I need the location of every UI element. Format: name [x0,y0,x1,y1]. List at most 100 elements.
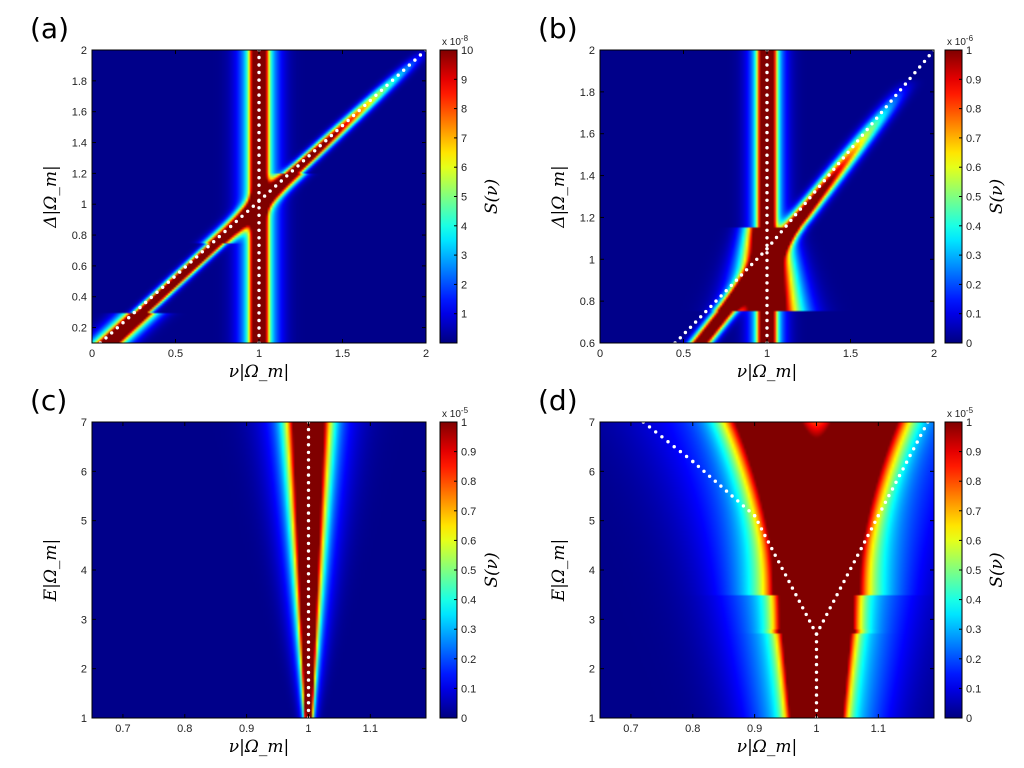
series-dot [873,520,877,524]
series-dot [713,479,717,483]
series-dot [257,100,261,105]
series-lower-branch [641,420,819,720]
series-dot [913,71,917,75]
series-dot [257,108,261,112]
series-dot [814,685,819,690]
series-dot [918,65,922,69]
series-dot [814,632,819,636]
series-dot [835,593,839,597]
series-dot [351,113,356,118]
colorbar-tick-label: 0.2 [966,279,981,291]
series-dot [257,258,261,263]
series-dot [407,63,411,67]
colorbar-tick-label: 4 [461,221,467,233]
series-dot [257,78,261,82]
series-dot [765,153,769,157]
series-dot [719,294,723,298]
series-dot [898,88,903,92]
y-tick-label: 2 [589,45,595,57]
series-dot [127,316,131,320]
series-dot [901,467,905,471]
panel-c: (c) 0.7 0.8 0.9 1 1.1 1 2 3 4 5 6 7 ν|Ω_m| E|Ω_m| 0 0.1 0… [30,384,502,757]
colorbar-tick-label: 0.7 [461,506,476,518]
series-dot [693,320,698,324]
series-dot [750,262,754,267]
series-dot [251,204,255,208]
series-dot [803,201,807,206]
series-dot [865,127,869,132]
series-dot [195,255,199,259]
x-tick-label: 0.8 [177,723,192,735]
series-dot [765,288,769,293]
series-dot [784,224,788,228]
series-dot [770,241,774,245]
series-dot [683,330,688,335]
x-tick-label: 0 [597,348,603,360]
series-dot [346,118,350,123]
series-dot [335,128,339,133]
series-dot [306,648,311,652]
y-tick-label: 4 [589,565,595,577]
colorbar-tick-label: 0.4 [966,221,981,233]
series-dot [257,296,261,300]
series-dot [306,602,311,606]
series-dot [306,458,311,462]
series-dot [306,503,311,508]
series-dot [178,270,182,274]
series-dot [104,336,108,340]
colorbar-tick-label: 0 [966,713,972,725]
series-dot [798,207,803,211]
series-dot [257,318,261,323]
series-dot [875,116,879,120]
x-tick-label: 1 [305,723,311,735]
colorbar-tick-label: 0.8 [966,104,981,116]
series-dot [765,138,769,142]
series-dot [684,454,689,459]
series-dot [765,251,769,255]
series-dot [734,278,739,282]
y-tick-label: 1.4 [72,138,87,150]
series-dot [257,236,261,240]
series-dot [801,606,805,610]
series-dot [919,433,923,438]
series-dot [765,326,769,330]
colorbar: 00.10.20.30.40.50.60.70.80.91x 10-5S(ν) [944,406,1007,725]
series-dot [765,63,769,67]
y-tick-label: 1.8 [580,87,595,99]
colorbar-tick-label: 0.4 [461,595,476,607]
y-tick-label: 5 [81,516,87,528]
colorbar-tick-label: 6 [461,162,467,174]
series-dot [752,514,757,518]
series-dot [765,333,769,338]
series-dot [257,146,261,150]
x-axis-label: ν|Ω_m| [737,362,798,382]
series-dot [257,138,261,142]
series-dot [166,280,170,284]
heatmap-image [92,422,426,718]
series-dot [822,179,826,183]
series-dot [794,593,798,597]
series-dot [765,318,769,323]
series-dot [793,213,798,217]
series-dot [890,487,895,491]
series-dot [257,70,261,75]
colorbar-tick-label: 5 [461,192,467,204]
series-dot [724,289,728,293]
series-dot [789,218,793,223]
series-dot [889,99,893,103]
series-dot [155,290,159,294]
series-dot [257,176,261,180]
series-dot [894,93,898,98]
colorbar-label: S(ν) [482,552,502,587]
series-dot [206,245,210,249]
colorbar-label: S(ν) [987,179,1007,214]
series-dot [922,59,927,64]
x-tick-label: 0 [89,348,95,360]
series-dot [402,68,406,72]
y-tick-label: 1.6 [72,107,87,119]
series-dot [765,228,769,232]
series-dot [279,179,283,183]
series-dot [306,617,311,621]
series-dot [904,460,909,464]
